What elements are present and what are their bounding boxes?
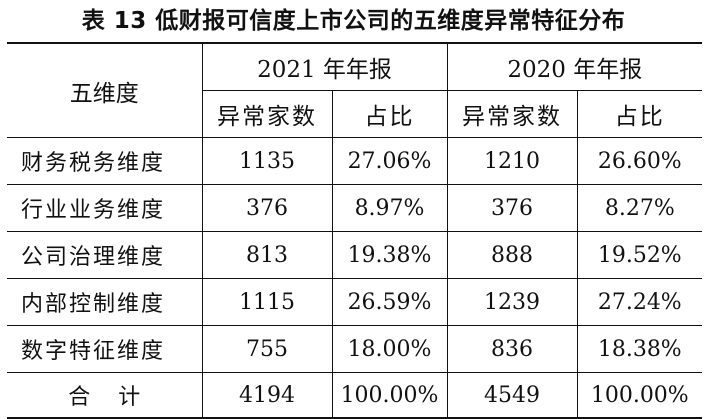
table-row: 行业业务维度 376 8.97% 376 8.27%: [7, 184, 703, 232]
dimension-cell: 数字特征维度: [7, 325, 202, 373]
count-2020-cell: 376: [446, 184, 578, 232]
ratio-2020-cell: 18.38%: [576, 325, 703, 373]
table-row: 内部控制维度 1115 26.59% 1239 27.24%: [7, 278, 703, 326]
total-label: 合计: [7, 372, 202, 419]
ratio-2021-cell: 26.59%: [331, 278, 448, 326]
total-row: 合计 4194 100.00% 4549 100.00%: [7, 372, 703, 419]
ratio-header-2021: 占比: [331, 90, 448, 138]
table-row: 财务税务维度 1135 27.06% 1210 26.60%: [7, 137, 703, 185]
ratio-2020-cell: 26.60%: [576, 137, 703, 185]
ratio-2020-cell: 27.24%: [576, 278, 703, 326]
count-2020-cell: 836: [446, 325, 578, 373]
dimension-cell: 财务税务维度: [7, 137, 202, 185]
dimension-column-header: 五维度: [7, 42, 202, 138]
count-2021-cell: 755: [201, 325, 332, 373]
total-ratio-2021: 100.00%: [331, 372, 448, 419]
count-2021-cell: 813: [201, 231, 332, 279]
anomaly-distribution-table: 五维度 2021 年年报 2020 年年报 异常家数 占比 异常家数 占比 财务…: [7, 42, 703, 419]
count-2020-cell: 1210: [446, 137, 578, 185]
table-title: 表 13 低财报可信度上市公司的五维度异常特征分布: [81, 8, 626, 34]
table-row: 公司治理维度 813 19.38% 888 19.52%: [7, 231, 703, 279]
total-ratio-2020: 100.00%: [576, 372, 703, 419]
ratio-2021-cell: 8.97%: [331, 184, 448, 232]
count-header-2021: 异常家数: [201, 90, 332, 138]
total-count-2020: 4549: [446, 372, 578, 419]
count-2021-cell: 376: [201, 184, 332, 232]
total-count-2021: 4194: [201, 372, 332, 419]
year-2021-header: 2021 年年报: [201, 42, 448, 91]
ratio-2021-cell: 27.06%: [331, 137, 448, 185]
dimension-cell: 内部控制维度: [7, 278, 202, 326]
ratio-2020-cell: 8.27%: [576, 184, 703, 232]
count-2021-cell: 1115: [201, 278, 332, 326]
dimension-cell: 行业业务维度: [7, 184, 202, 232]
count-2020-cell: 1239: [446, 278, 578, 326]
ratio-2021-cell: 18.00%: [331, 325, 448, 373]
dimension-cell: 公司治理维度: [7, 231, 202, 279]
table-row: 数字特征维度 755 18.00% 836 18.38%: [7, 325, 703, 373]
count-header-2020: 异常家数: [446, 90, 578, 138]
ratio-header-2020: 占比: [576, 90, 703, 138]
count-2020-cell: 888: [446, 231, 578, 279]
ratio-2020-cell: 19.52%: [576, 231, 703, 279]
count-2021-cell: 1135: [201, 137, 332, 185]
year-2020-header: 2020 年年报: [446, 42, 703, 91]
ratio-2021-cell: 19.38%: [331, 231, 448, 279]
